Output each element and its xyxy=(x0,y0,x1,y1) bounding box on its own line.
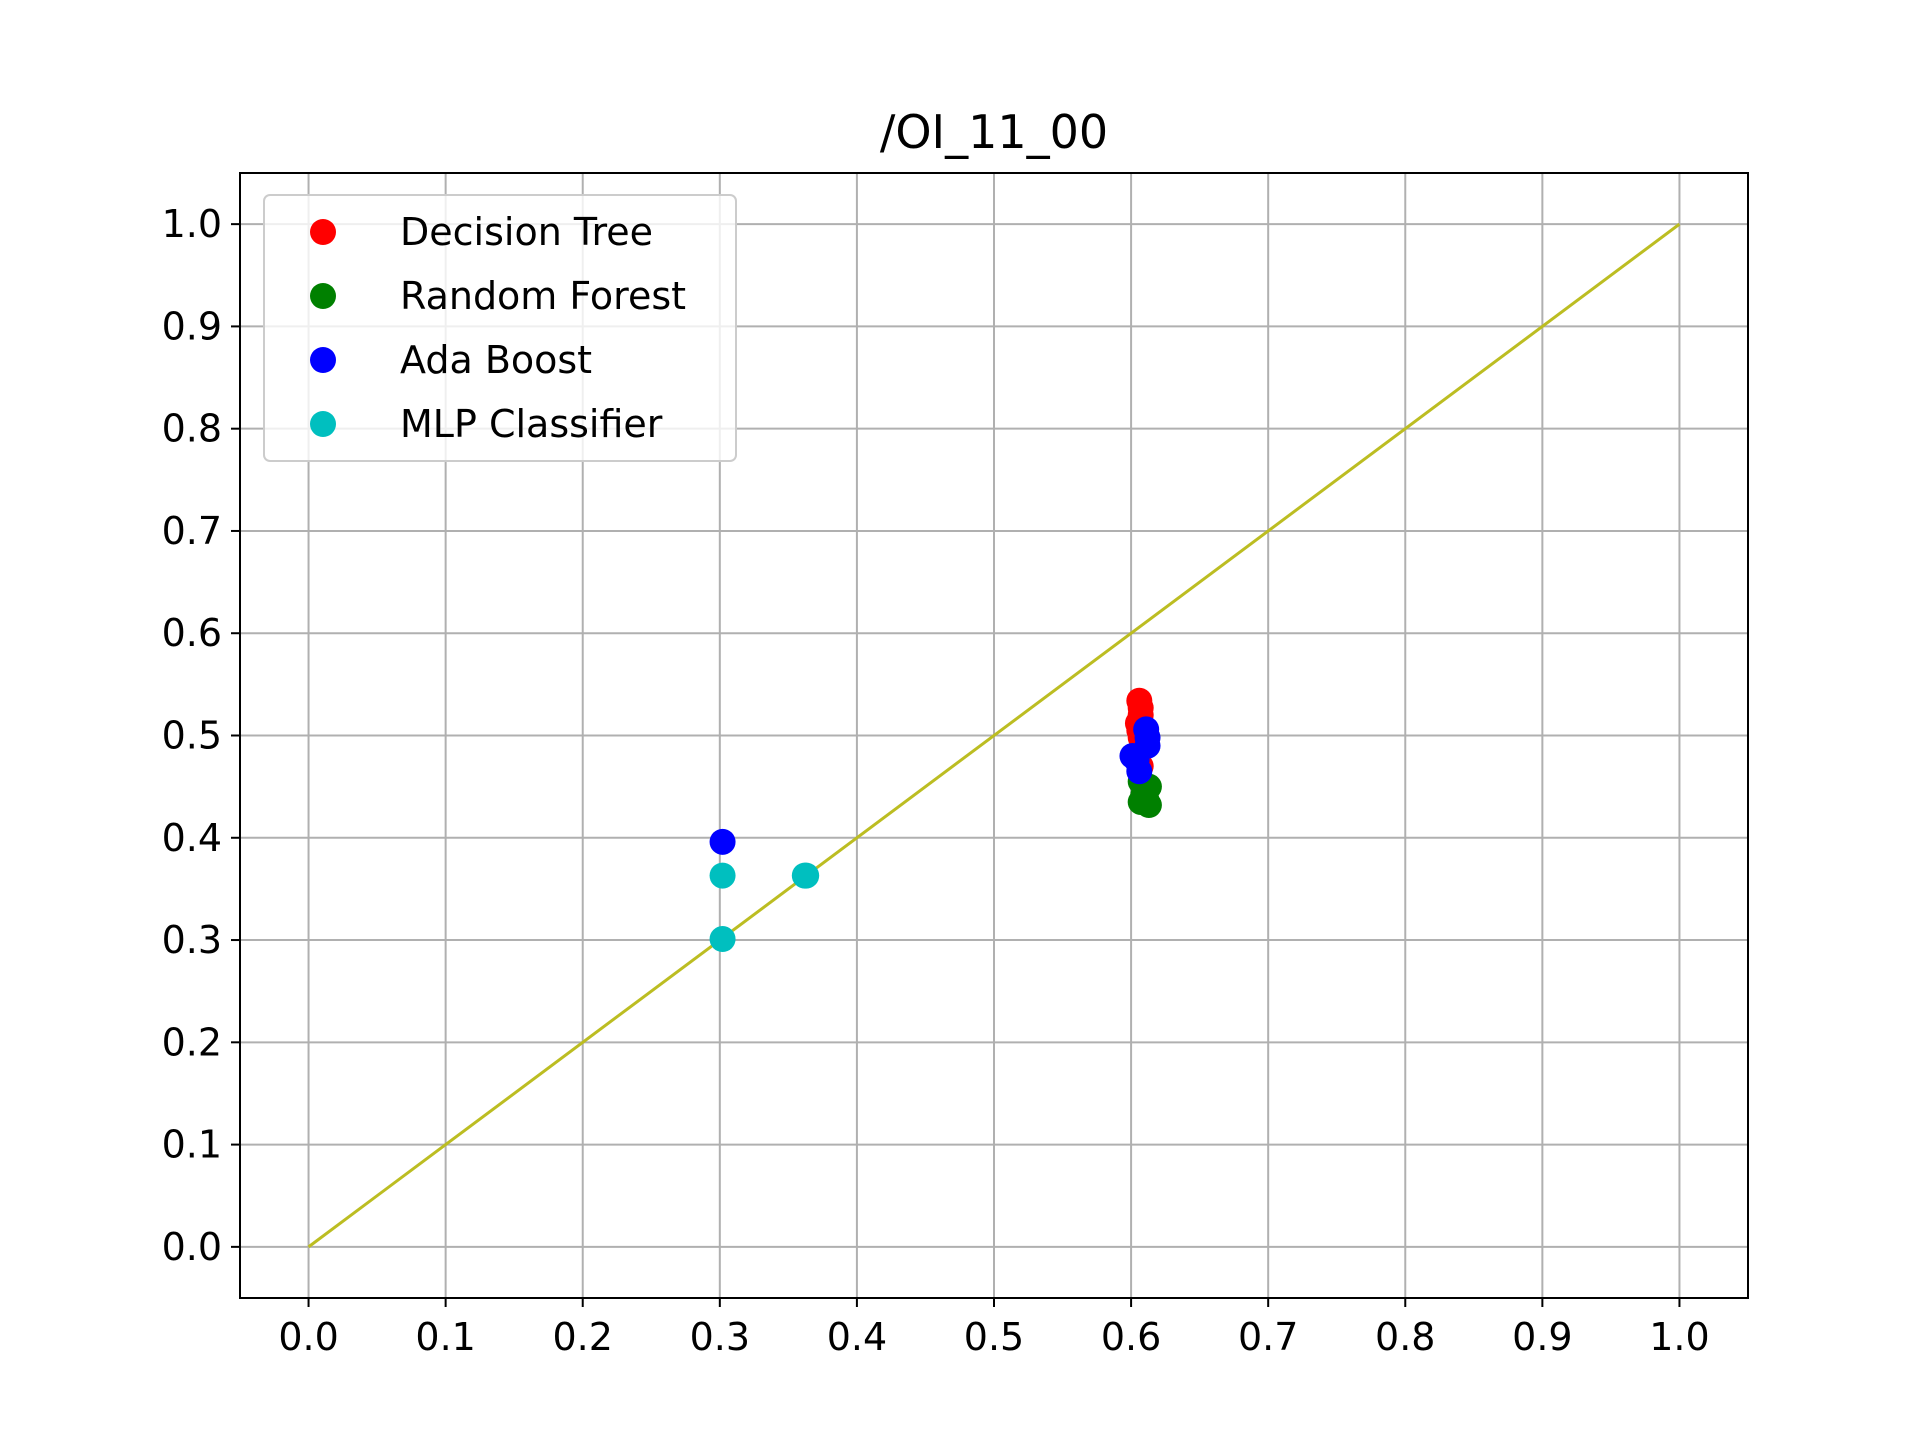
mlp-classifier-point xyxy=(710,926,736,952)
legend-label-decision-tree: Decision Tree xyxy=(400,210,653,254)
x-tick-label: 0.0 xyxy=(278,1315,338,1359)
y-tick-label: 0.7 xyxy=(162,509,222,553)
x-tick-label: 0.5 xyxy=(964,1315,1024,1359)
decision-tree-legend-marker xyxy=(310,219,336,245)
mlp-classifier-point xyxy=(793,863,819,889)
y-tick-label: 0.1 xyxy=(162,1123,222,1167)
x-tick-label: 0.2 xyxy=(553,1315,613,1359)
y-tick-label: 0.0 xyxy=(162,1225,222,1269)
random-forest-point xyxy=(1136,792,1162,818)
x-tick-label: 0.9 xyxy=(1512,1315,1572,1359)
legend-label-mlp-classifier: MLP Classifier xyxy=(400,402,663,446)
chart-title: /OI_11_00 xyxy=(880,105,1108,159)
legend: Decision Tree Random Forest Ada Boost MLP C… xyxy=(264,195,736,461)
y-tick-label: 0.2 xyxy=(162,1020,222,1064)
x-tick-label: 0.6 xyxy=(1101,1315,1161,1359)
legend-label-ada-boost: Ada Boost xyxy=(400,338,592,382)
ada-boost-legend-marker xyxy=(310,347,336,373)
mlp-classifier-legend-marker xyxy=(310,411,336,437)
y-tick-label: 0.5 xyxy=(162,714,222,758)
y-tick-label: 0.9 xyxy=(162,304,222,348)
mlp-classifier-point xyxy=(710,863,736,889)
legend-label-random-forest: Random Forest xyxy=(400,274,686,318)
ada-boost-point xyxy=(710,829,736,855)
x-tick-label: 0.7 xyxy=(1238,1315,1298,1359)
y-tick-label: 0.6 xyxy=(162,611,222,655)
x-tick-label: 0.8 xyxy=(1375,1315,1435,1359)
random-forest-legend-marker xyxy=(310,283,336,309)
y-tick-label: 0.8 xyxy=(162,407,222,451)
ada-boost-point xyxy=(1126,758,1152,784)
y-tick-label: 1.0 xyxy=(162,202,222,246)
y-tick-label: 0.3 xyxy=(162,918,222,962)
x-tick-label: 0.1 xyxy=(415,1315,475,1359)
x-tick-label: 1.0 xyxy=(1649,1315,1709,1359)
x-tick-label: 0.3 xyxy=(690,1315,750,1359)
x-tick-label: 0.4 xyxy=(827,1315,887,1359)
y-tick-label: 0.4 xyxy=(162,816,222,860)
